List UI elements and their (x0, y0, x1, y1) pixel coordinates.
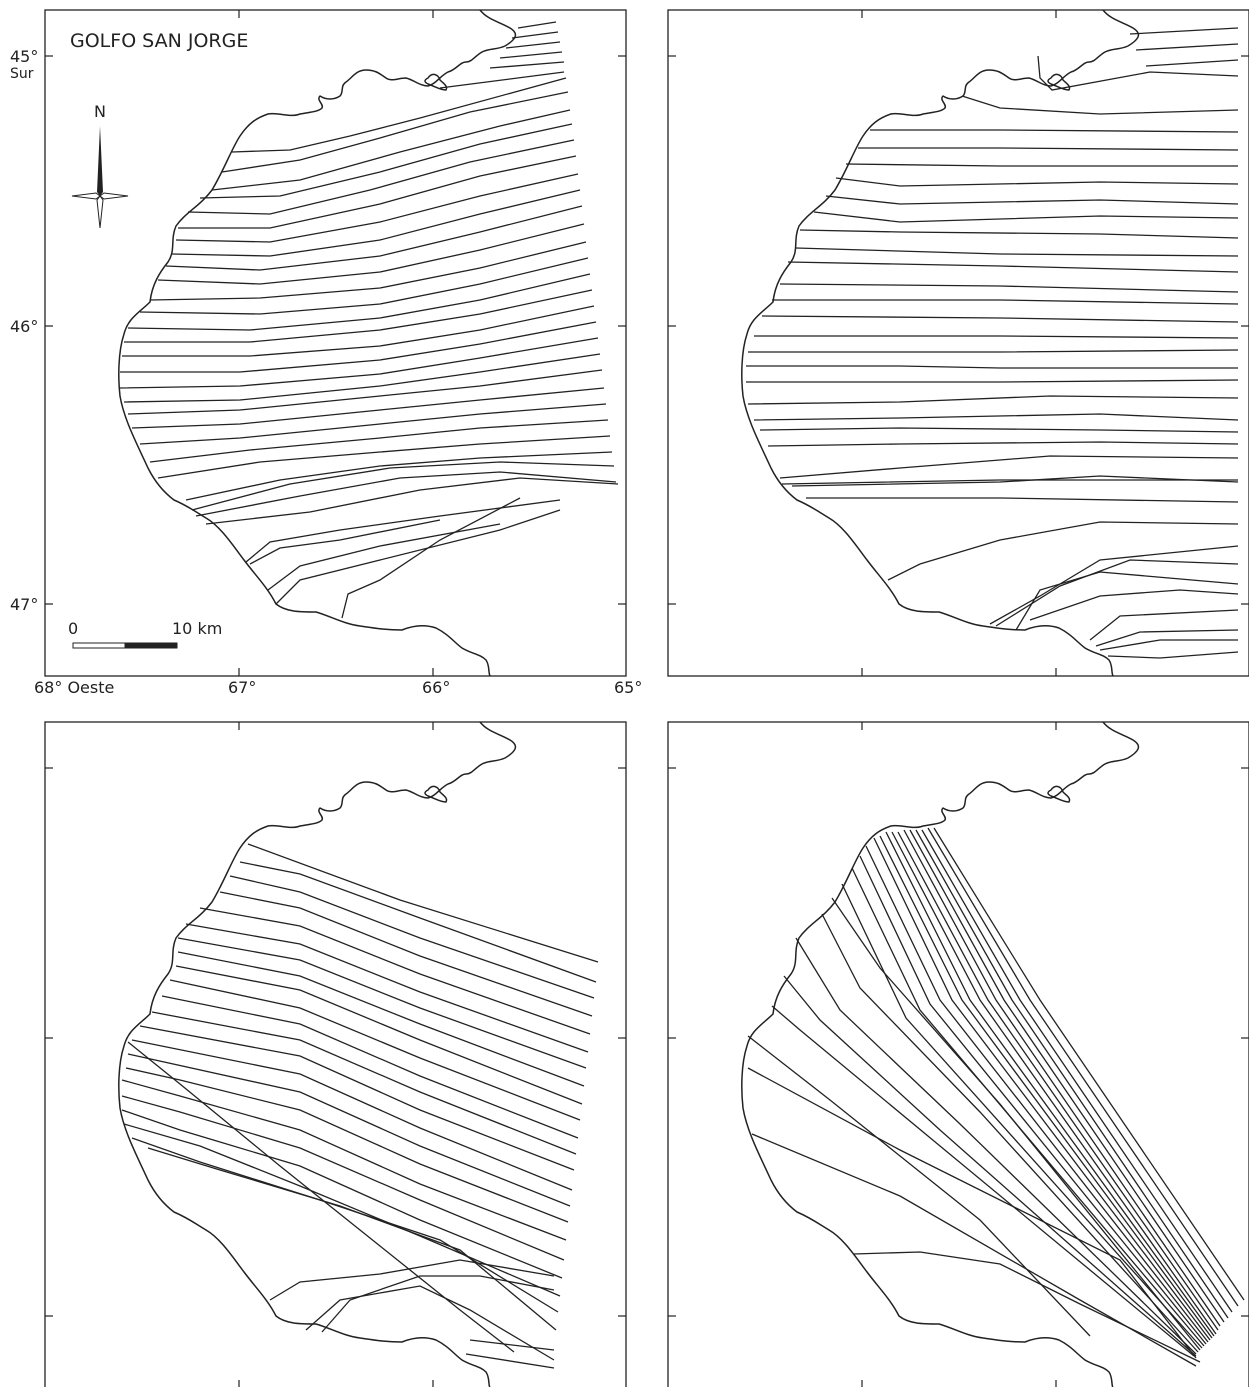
north-label: N (94, 102, 106, 121)
coastline (118, 10, 517, 676)
lat-label-47: 47° (10, 595, 38, 614)
track-lines (121, 843, 599, 1369)
panel-a-frame (44, 9, 627, 677)
ticks (45, 722, 626, 1387)
ticks (668, 722, 1249, 1387)
coastline (118, 722, 517, 1387)
panel-c (44, 721, 627, 1387)
lat-label-46: 46° (10, 317, 38, 336)
panel-b (667, 9, 1249, 677)
island (424, 785, 448, 803)
ticks (668, 10, 1249, 676)
panel-a: GOLFO SAN JORGE N 0 10 km 45° Sur 46° 47… (10, 9, 642, 697)
island (1047, 73, 1071, 91)
scale-bar: 0 10 km (68, 619, 222, 649)
panel-c-frame (44, 721, 627, 1387)
scale-end-label: 10 km (172, 619, 222, 638)
track-lines (746, 27, 1239, 659)
ticks (45, 10, 626, 676)
panel-d-frame (667, 721, 1249, 1387)
map-title: GOLFO SAN JORGE (70, 30, 248, 52)
panel-b-frame (667, 9, 1249, 677)
island (424, 73, 448, 91)
panel-d (667, 721, 1249, 1387)
lon-label-68: 68° Oeste (34, 678, 114, 697)
track-lines (747, 827, 1245, 1367)
lat-label-sur: Sur (10, 66, 34, 82)
island (1047, 785, 1071, 803)
scale-start-label: 0 (68, 619, 78, 638)
track-lines (119, 21, 619, 619)
lon-label-67: 67° (228, 678, 256, 697)
lon-label-66: 66° (422, 678, 450, 697)
lat-label-45: 45° (10, 47, 38, 66)
north-arrow-icon: N (71, 102, 129, 229)
lon-label-65: 65° (614, 678, 642, 697)
coastline (741, 10, 1140, 676)
